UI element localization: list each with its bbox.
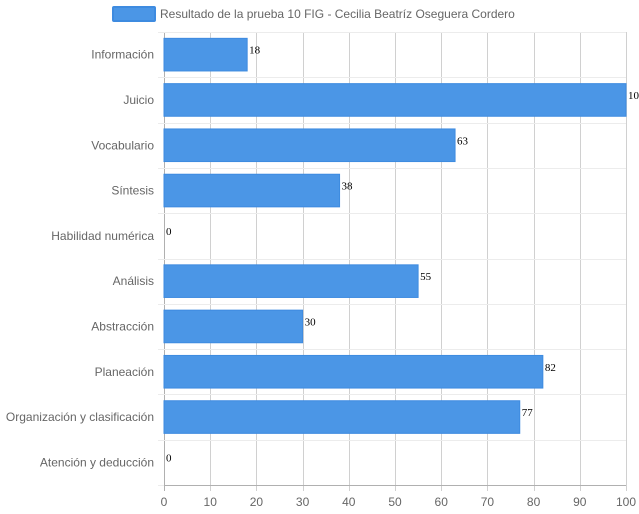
category-label: Organización y clasificación [6, 410, 154, 424]
x-tick-label: 90 [573, 495, 587, 509]
x-tick-label: 100 [616, 495, 636, 509]
category-label: Planeación [95, 365, 154, 379]
data-label: 30 [305, 316, 317, 328]
category-label: Vocabulario [91, 138, 154, 152]
data-label: 0 [166, 226, 172, 238]
data-label: 100 [628, 90, 639, 102]
data-label: 77 [522, 407, 534, 419]
data-label: 63 [457, 135, 469, 147]
bar-vocabulario[interactable] [163, 128, 456, 163]
x-tick-label: 10 [204, 495, 218, 509]
x-tick-label: 60 [435, 495, 449, 509]
x-tick-label: 70 [481, 495, 495, 509]
category-label: Abstracción [91, 319, 154, 333]
x-tick-label: 50 [388, 495, 402, 509]
x-tick-label: 0 [161, 495, 168, 509]
x-axis-tick-labels: 0 10 20 30 40 50 60 70 80 90 100 [161, 495, 637, 509]
data-label: 82 [545, 362, 556, 374]
category-labels: Información Juicio Vocabulario Síntesis Habi… [6, 48, 154, 470]
category-label: Información [91, 48, 154, 62]
bars [163, 37, 627, 434]
data-label: 18 [249, 45, 261, 57]
data-label: 0 [166, 452, 172, 464]
data-labels: 18 100 63 38 0 55 30 82 77 0 [166, 45, 639, 465]
bar-juicio[interactable] [163, 83, 627, 117]
bar-análisis[interactable] [163, 264, 419, 298]
category-label: Habilidad numérica [51, 229, 154, 243]
x-tick-label: 80 [527, 495, 541, 509]
x-tick-label: 20 [250, 495, 264, 509]
legend-series-name: Resultado de la prueba 10 FIG - Cecilia … [160, 7, 515, 21]
bar-planeación[interactable] [163, 354, 544, 389]
category-label: Síntesis [111, 184, 154, 198]
x-tick-label: 30 [296, 495, 310, 509]
data-label: 55 [420, 271, 432, 283]
bar-información[interactable] [163, 37, 248, 72]
bar-síntesis[interactable] [163, 173, 341, 208]
category-label: Juicio [123, 93, 154, 107]
bar-organización-y-clasificación[interactable] [163, 400, 521, 434]
category-label: Atención y deducción [40, 455, 154, 469]
x-tick-label: 40 [342, 495, 356, 509]
category-label: Análisis [113, 274, 154, 288]
bar-abstracción[interactable] [163, 309, 304, 344]
legend-swatch [112, 6, 156, 22]
data-label: 38 [342, 181, 354, 193]
legend[interactable]: Resultado de la prueba 10 FIG - Cecilia … [112, 6, 515, 22]
